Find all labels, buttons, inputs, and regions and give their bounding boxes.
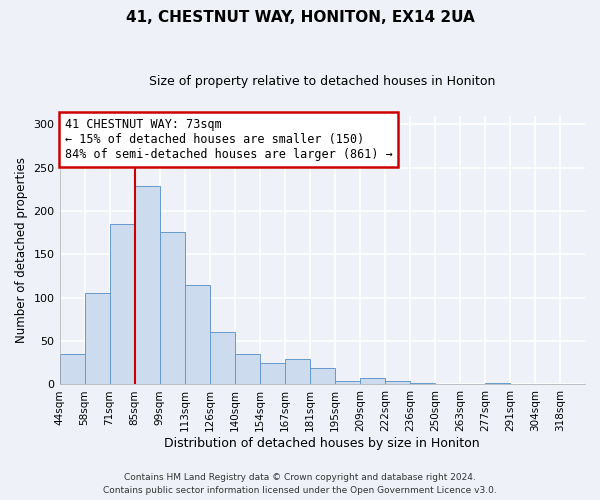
X-axis label: Distribution of detached houses by size in Honiton: Distribution of detached houses by size …: [164, 437, 480, 450]
Bar: [410, 382, 435, 384]
Bar: [209, 332, 235, 384]
Bar: [160, 232, 185, 384]
Bar: [285, 360, 310, 384]
Bar: [134, 186, 160, 384]
Y-axis label: Number of detached properties: Number of detached properties: [15, 157, 28, 343]
Bar: [385, 381, 410, 384]
Title: Size of property relative to detached houses in Honiton: Size of property relative to detached ho…: [149, 75, 496, 88]
Bar: [235, 354, 260, 384]
Bar: [260, 363, 285, 384]
Text: 41, CHESTNUT WAY, HONITON, EX14 2UA: 41, CHESTNUT WAY, HONITON, EX14 2UA: [125, 10, 475, 25]
Bar: [360, 378, 385, 384]
Bar: [59, 354, 85, 384]
Bar: [85, 292, 110, 384]
Bar: [335, 381, 360, 384]
Bar: [110, 224, 134, 384]
Bar: [310, 368, 335, 384]
Bar: [485, 382, 510, 384]
Bar: [185, 284, 209, 384]
Text: Contains HM Land Registry data © Crown copyright and database right 2024.
Contai: Contains HM Land Registry data © Crown c…: [103, 474, 497, 495]
Text: 41 CHESTNUT WAY: 73sqm
← 15% of detached houses are smaller (150)
84% of semi-de: 41 CHESTNUT WAY: 73sqm ← 15% of detached…: [65, 118, 392, 161]
